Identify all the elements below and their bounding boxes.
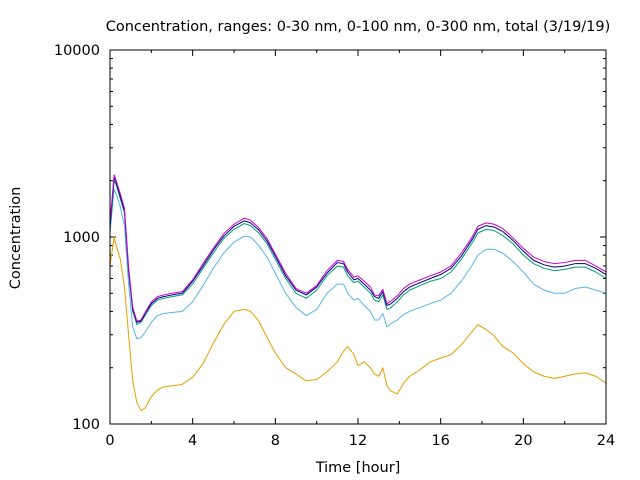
- series-line-1: [109, 236, 607, 412]
- x-tick-label: 16: [431, 433, 449, 449]
- x-tick-label: 4: [188, 433, 197, 449]
- y-tick-label: 10000: [54, 43, 100, 59]
- x-tick-label: 8: [271, 433, 280, 449]
- series-line-3: [109, 180, 607, 326]
- axis-ticks: 0 4 8 12 16 20 24 100 1000 10000: [54, 43, 615, 449]
- x-axis-label: Time [hour]: [315, 460, 401, 476]
- x-tick-label: 20: [514, 433, 532, 449]
- x-tick-label: 12: [349, 433, 367, 449]
- y-tick-label: 100: [72, 417, 100, 433]
- plot-frame: [109, 49, 607, 425]
- y-axis-label: Concentration: [8, 187, 24, 290]
- series-line-2: [109, 188, 607, 340]
- chart-title: Concentration, ranges: 0-30 nm, 0-100 nm…: [106, 19, 611, 35]
- series-line-5: [109, 174, 607, 322]
- y-tick-label: 1000: [63, 230, 100, 246]
- x-tick-label: 0: [105, 433, 114, 449]
- x-tick-label: 24: [597, 433, 615, 449]
- series-line-4: [109, 176, 607, 323]
- series-group: [109, 174, 607, 412]
